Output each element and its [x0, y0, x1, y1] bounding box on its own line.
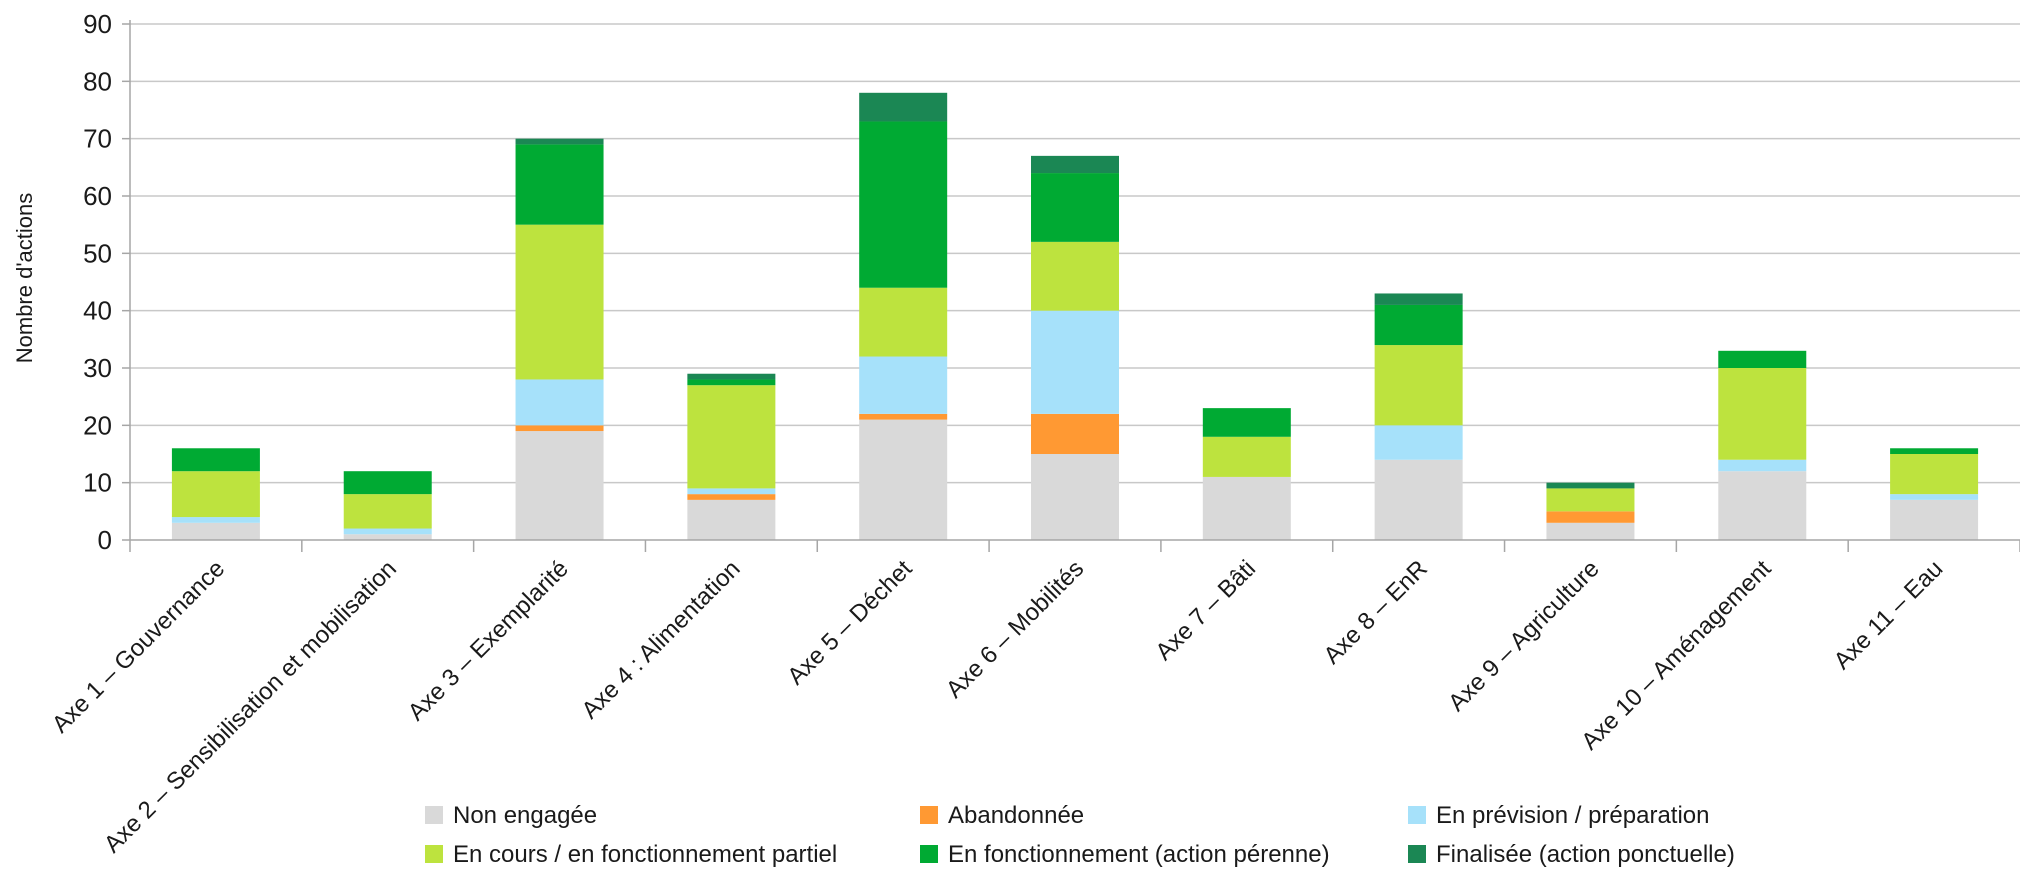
bar-segment — [1031, 173, 1119, 242]
bar-segment — [1374, 459, 1463, 540]
x-tick-label: Axe 10 – Aménagement — [1576, 555, 1776, 755]
bar-segment — [1202, 408, 1291, 437]
bar-segment — [687, 499, 776, 540]
bar-segment — [1031, 454, 1119, 540]
bar-segment — [1374, 304, 1463, 346]
x-tick-label: Axe 2 – Sensibilisation et mobilisation — [99, 555, 402, 858]
y-tick-label: 10 — [83, 468, 112, 498]
bar-segment — [1031, 413, 1119, 454]
bar-segment — [171, 471, 260, 518]
legend-label: En cours / en fonctionnement partiel — [453, 841, 837, 868]
bar-segment — [1718, 471, 1807, 540]
bar-segment — [343, 528, 432, 535]
legend-label: Abandonnée — [948, 802, 1084, 829]
legend-swatch — [920, 806, 938, 824]
bar-segment — [1202, 476, 1291, 540]
x-tick-label: Axe 3 – Exemplarité — [403, 555, 574, 726]
bar-segment — [1890, 499, 1979, 540]
bar-segment — [687, 494, 776, 500]
y-tick-label: 0 — [98, 525, 112, 555]
y-tick-labels: 0 10 20 30 40 50 60 70 80 90 — [83, 9, 112, 555]
bar-segment — [687, 488, 776, 495]
x-tick-label: Axe 4 : Alimentation — [577, 555, 746, 724]
y-tick-label: 40 — [83, 296, 112, 326]
bar-segment — [515, 431, 604, 540]
y-tick-label: 60 — [83, 181, 112, 211]
bar-segment — [859, 356, 948, 414]
bar-segment — [343, 534, 432, 540]
bar-segment — [687, 385, 776, 489]
x-tick-label: Axe 6 – Mobilités — [941, 555, 1089, 703]
y-axis-title: Nombre d'actions — [12, 193, 37, 364]
bar-segment — [1202, 436, 1291, 477]
x-tick-label: Axe 7 – Bâti — [1150, 555, 1261, 666]
bar-segment — [1031, 310, 1119, 414]
bar-segment — [1718, 459, 1807, 472]
bar-segment — [1890, 494, 1979, 500]
bar-segment — [1890, 454, 1979, 495]
legend-swatch — [425, 806, 443, 824]
bar-segment — [515, 379, 604, 426]
legend: Non engagée Abandonnée En prévision / prép… — [425, 802, 1735, 868]
y-tick-label: 20 — [83, 410, 112, 440]
bar-segment — [515, 144, 604, 225]
bar-segment — [343, 471, 432, 495]
bar-segment — [515, 425, 604, 432]
bar-segment — [1546, 511, 1635, 523]
legend-swatch — [1408, 806, 1426, 824]
y-tick-label: 70 — [83, 124, 112, 154]
bar-segments — [171, 92, 1979, 540]
y-tick-label: 50 — [83, 238, 112, 268]
bar-segment — [1546, 482, 1635, 489]
bar-segment — [859, 413, 948, 420]
x-tick-label: Axe 8 – EnR — [1319, 555, 1433, 669]
bar-segment — [1374, 345, 1463, 426]
x-tick-label: Axe 5 – Déchet — [782, 555, 917, 690]
bar-segment — [1718, 368, 1807, 460]
bar-segment — [1031, 155, 1119, 174]
bar-segment — [515, 224, 604, 380]
legend-label: En prévision / préparation — [1436, 802, 1710, 829]
bar-segment — [859, 419, 948, 540]
axes — [122, 20, 2020, 552]
bar-segment — [1718, 350, 1807, 368]
bar-segment — [1374, 293, 1463, 305]
legend-label: Finalisée (action ponctuelle) — [1436, 841, 1735, 868]
bar-segment — [515, 138, 604, 145]
bar-segment — [1546, 522, 1635, 540]
legend-swatch — [1408, 845, 1426, 863]
bar-segment — [343, 494, 432, 529]
bar-segment — [171, 522, 260, 540]
bar-segment — [859, 121, 948, 288]
bar-segment — [171, 517, 260, 523]
legend-swatch — [425, 845, 443, 863]
bar-segment — [1890, 448, 1979, 454]
y-tick-label: 90 — [83, 9, 112, 39]
bar-segment — [859, 287, 948, 357]
x-tick-label: Axe 1 – Gouvernance — [47, 555, 230, 738]
legend-swatch — [920, 845, 938, 863]
bar-segment — [1374, 425, 1463, 460]
bar-segment — [687, 379, 776, 386]
bar-segment — [1031, 241, 1119, 311]
x-tick-label: Axe 11 – Eau — [1829, 555, 1949, 675]
legend-label: Non engagée — [453, 802, 597, 829]
legend-label: En fonctionnement (action pérenne) — [948, 841, 1330, 868]
bar-segment — [859, 92, 948, 122]
bar-segment — [687, 373, 776, 380]
x-tick-label: Axe 9 – Agriculture — [1443, 555, 1605, 717]
bar-segment — [171, 448, 260, 472]
y-tick-label: 80 — [83, 66, 112, 96]
bar-segment — [1546, 488, 1635, 512]
y-tick-label: 30 — [83, 353, 112, 383]
